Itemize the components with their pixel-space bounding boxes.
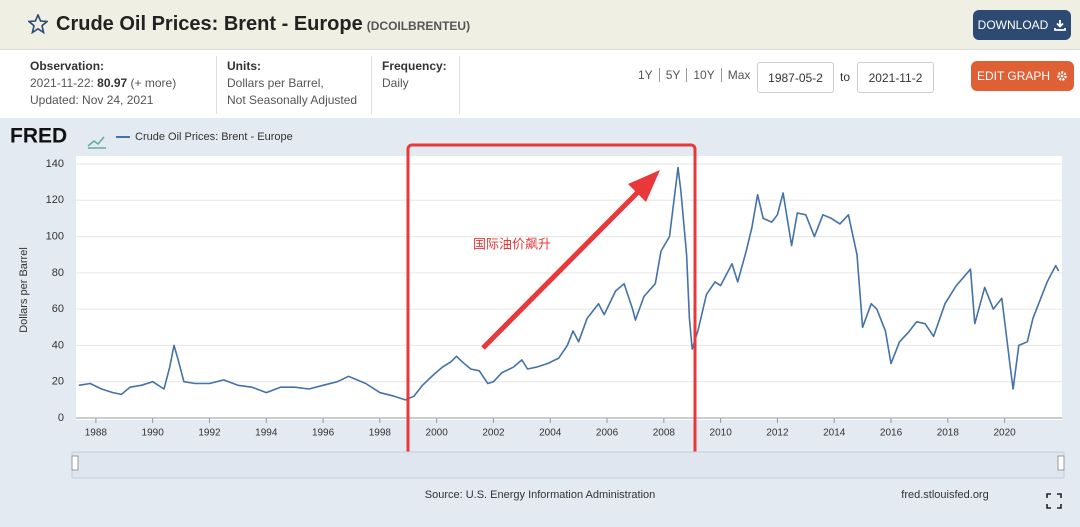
edit-graph-button[interactable]: EDIT GRAPH xyxy=(971,61,1074,91)
x-tick-label: 2008 xyxy=(653,428,676,439)
x-tick-label: 2020 xyxy=(993,428,1016,439)
x-tick-label: 1988 xyxy=(85,428,108,439)
download-label: DOWNLOAD xyxy=(977,18,1049,32)
observation-label: Observation: xyxy=(30,59,105,73)
credit-link[interactable]: fred.stlouisfed.org xyxy=(901,489,988,501)
logo-icon xyxy=(87,136,106,149)
y-tick-label: 40 xyxy=(52,339,64,351)
x-tick-label: 1992 xyxy=(198,428,221,439)
units-label: Units: xyxy=(227,59,261,73)
x-tick-label: 2006 xyxy=(596,428,619,439)
y-tick-label: 60 xyxy=(52,303,64,315)
observation: Observation: 2021-11-22: 80.97 (+ more) … xyxy=(30,58,176,109)
gear-icon xyxy=(1057,71,1067,81)
arrow-shaft xyxy=(481,183,647,350)
separator xyxy=(216,56,217,114)
separator xyxy=(371,56,372,114)
y-tick-label: 120 xyxy=(46,194,64,206)
series-line xyxy=(78,166,1060,401)
edit-graph-label: EDIT GRAPH xyxy=(976,69,1051,83)
frequency-value: Daily xyxy=(382,76,409,90)
header: Crude Oil Prices: Brent - Europe (DCOILBR… xyxy=(0,0,1080,50)
fullscreen-icon[interactable] xyxy=(1046,493,1062,509)
y-tick-label: 0 xyxy=(58,412,64,424)
x-tick-label: 2000 xyxy=(426,428,449,439)
chart: FRED Crude Oil Prices: Brent - Europe Do… xyxy=(0,118,1080,527)
legend-entry: Crude Oil Prices: Brent - Europe xyxy=(135,131,293,143)
x-tick-label: 1994 xyxy=(255,428,278,439)
x-tick-label: 2018 xyxy=(937,428,960,439)
range-button[interactable]: 5Y xyxy=(658,68,687,82)
download-button[interactable]: DOWNLOAD xyxy=(973,10,1071,40)
x-tick-label: 2012 xyxy=(766,428,789,439)
y-tick-label: 140 xyxy=(46,158,64,170)
plot: 0 20 40 60 80 100 120 140 1988 1990 1992 1994 1996 19… xyxy=(46,158,1062,477)
range-button[interactable]: 1Y xyxy=(638,68,653,82)
arrow-head xyxy=(628,170,660,202)
y-tick-label: 80 xyxy=(52,267,64,279)
navigator-handle[interactable] xyxy=(1057,455,1065,471)
updated: Updated: Nov 24, 2021 xyxy=(30,93,154,107)
frequency: Frequency: Daily xyxy=(382,58,447,92)
x-tick-label: 2010 xyxy=(710,428,733,439)
x-tick-label: 2002 xyxy=(482,428,505,439)
fred-logo: FRED xyxy=(10,125,67,148)
end-date[interactable]: 2021-11-2 xyxy=(857,62,934,93)
y-tick-label: 20 xyxy=(52,376,64,388)
start-date[interactable]: 1987-05-2 xyxy=(757,62,834,93)
range-button[interactable]: Max xyxy=(720,68,757,82)
title-text: Crude Oil Prices: Brent - Europe xyxy=(56,13,363,35)
separator xyxy=(459,56,460,114)
navigator[interactable] xyxy=(71,451,1065,479)
favorite-star[interactable] xyxy=(28,14,48,34)
navigator-handle[interactable] xyxy=(71,455,79,471)
y-axis-label: Dollars per Barrel xyxy=(18,247,30,333)
frequency-label: Frequency: xyxy=(382,59,447,73)
annotation: 国际油价飙升 xyxy=(473,236,551,251)
x-tick-label: 1996 xyxy=(312,428,335,439)
units: Units: Dollars per Barrel, Not Seasonall… xyxy=(227,58,357,109)
x-tick-label: 2004 xyxy=(539,428,562,439)
range-button[interactable]: 10Y xyxy=(686,68,720,82)
series-id: (DCOILBRENTEU) xyxy=(366,19,471,33)
units-line: Dollars per Barrel, xyxy=(227,76,324,90)
source: Source: U.S. Energy Information Administ… xyxy=(425,489,656,501)
range-buttons: 1Y 5Y 10Y Max xyxy=(632,68,756,82)
observation-date: 2021-11-22: xyxy=(30,76,94,90)
to-label: to xyxy=(840,70,851,84)
download-icon xyxy=(1054,20,1067,31)
more-link[interactable]: (+ more) xyxy=(130,76,177,90)
units-line: Not Seasonally Adjusted xyxy=(227,93,358,107)
observation-value: 80.97 xyxy=(97,76,128,90)
x-tick-label: 1990 xyxy=(142,428,165,439)
x-tick-label: 2016 xyxy=(880,428,903,439)
x-tick-label: 2014 xyxy=(823,428,846,439)
title: Crude Oil Prices: Brent - Europe (DCOILBR… xyxy=(56,13,470,36)
y-tick-label: 100 xyxy=(46,230,64,242)
x-tick-label: 1998 xyxy=(369,428,392,439)
